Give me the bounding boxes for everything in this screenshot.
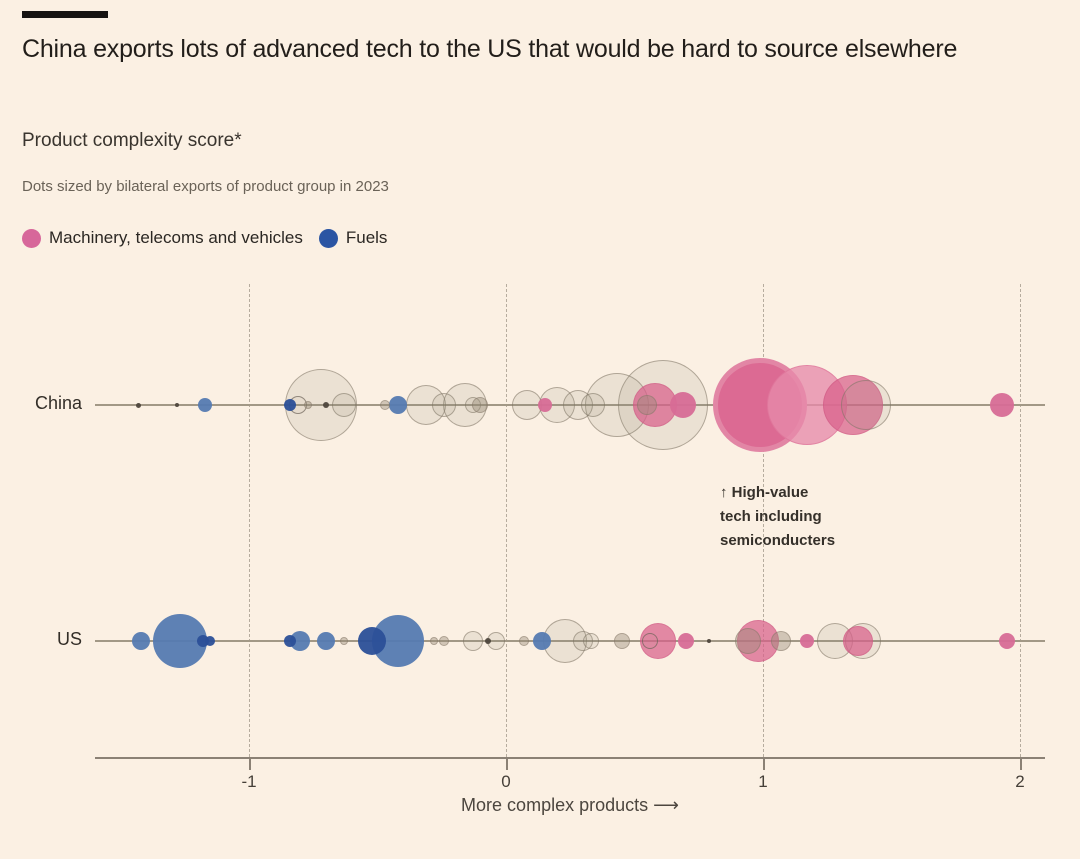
legend-label: Machinery, telecoms and vehicles [49, 228, 303, 247]
axis-tick-label: -1 [241, 772, 257, 791]
size-note: Dots sized by bilateral exports of produ… [22, 178, 389, 195]
china-bubble [581, 393, 606, 417]
china-bubble [332, 393, 357, 417]
axis-tick [506, 757, 508, 770]
gridline [249, 284, 250, 762]
us-bubble [613, 633, 630, 649]
us-bubble [290, 631, 311, 651]
china-bubble [135, 402, 141, 408]
legend-label: Fuels [345, 228, 388, 247]
china-bubble [432, 393, 457, 417]
us-bubble [317, 632, 336, 650]
us-bubble [999, 633, 1016, 649]
axis-tick-label: 2 [1015, 772, 1025, 791]
legend-item-machinery: Machinery, telecoms and vehicles [22, 228, 303, 248]
china-bubble [840, 380, 891, 430]
china-bubble [511, 390, 542, 420]
china-bubble [990, 393, 1014, 417]
us-bubble [843, 626, 874, 656]
axis-tick [249, 757, 251, 770]
legend: Machinery, telecoms and vehicles Fuels [22, 228, 387, 248]
us-bubble [430, 637, 439, 645]
china-bubble [284, 399, 297, 411]
china-bubble [537, 398, 552, 412]
china-bubble [670, 392, 697, 418]
x-axis-label: More complex products ⟶ [461, 795, 679, 815]
us-bubble [532, 632, 551, 650]
us-bubble [518, 636, 529, 646]
us-bubble [485, 638, 491, 644]
china-bubble [389, 396, 408, 414]
china-bubble [175, 403, 180, 407]
high-value-tech-annotation: ↑ High-value tech including semiconducte… [720, 484, 836, 549]
us-bubble [439, 636, 450, 646]
page-title: China exports lots of advanced tech to t… [22, 35, 958, 63]
gridline [763, 284, 764, 762]
china-bubble [198, 398, 213, 412]
x-axis-line [95, 757, 1045, 759]
china-bubble [380, 400, 391, 410]
legend-dot-pink-icon [22, 228, 41, 248]
us-bubble [205, 636, 216, 646]
us-bubble [770, 631, 791, 651]
us-bubble [340, 637, 349, 645]
china-bubble [637, 395, 658, 415]
chart-subtitle: Product complexity score* [22, 130, 242, 151]
china-bubble [304, 401, 313, 409]
axis-tick [763, 757, 765, 770]
us-bubble [582, 633, 599, 649]
us-bubble [284, 635, 297, 647]
brand-accent-bar [22, 11, 108, 18]
gridline [506, 284, 507, 762]
gridline [1020, 284, 1021, 762]
legend-item-fuels: Fuels [318, 228, 388, 248]
us-bubble [677, 633, 694, 649]
us-bubble [358, 627, 387, 655]
us-bubble [707, 639, 712, 643]
china-bubble [472, 397, 489, 413]
us-bubble [734, 628, 761, 654]
us-bubble [462, 631, 483, 651]
axis-tick-label: 0 [501, 772, 511, 791]
axis-tick-label: 1 [758, 772, 768, 791]
china-bubble [323, 402, 330, 408]
row-label-us: US [56, 629, 82, 649]
legend-dot-blue-icon [318, 228, 338, 248]
us-bubble [641, 633, 658, 649]
row-label-china: China [34, 393, 82, 413]
us-bubble [799, 634, 814, 648]
us-bubble [132, 632, 151, 650]
axis-tick [1020, 757, 1022, 770]
